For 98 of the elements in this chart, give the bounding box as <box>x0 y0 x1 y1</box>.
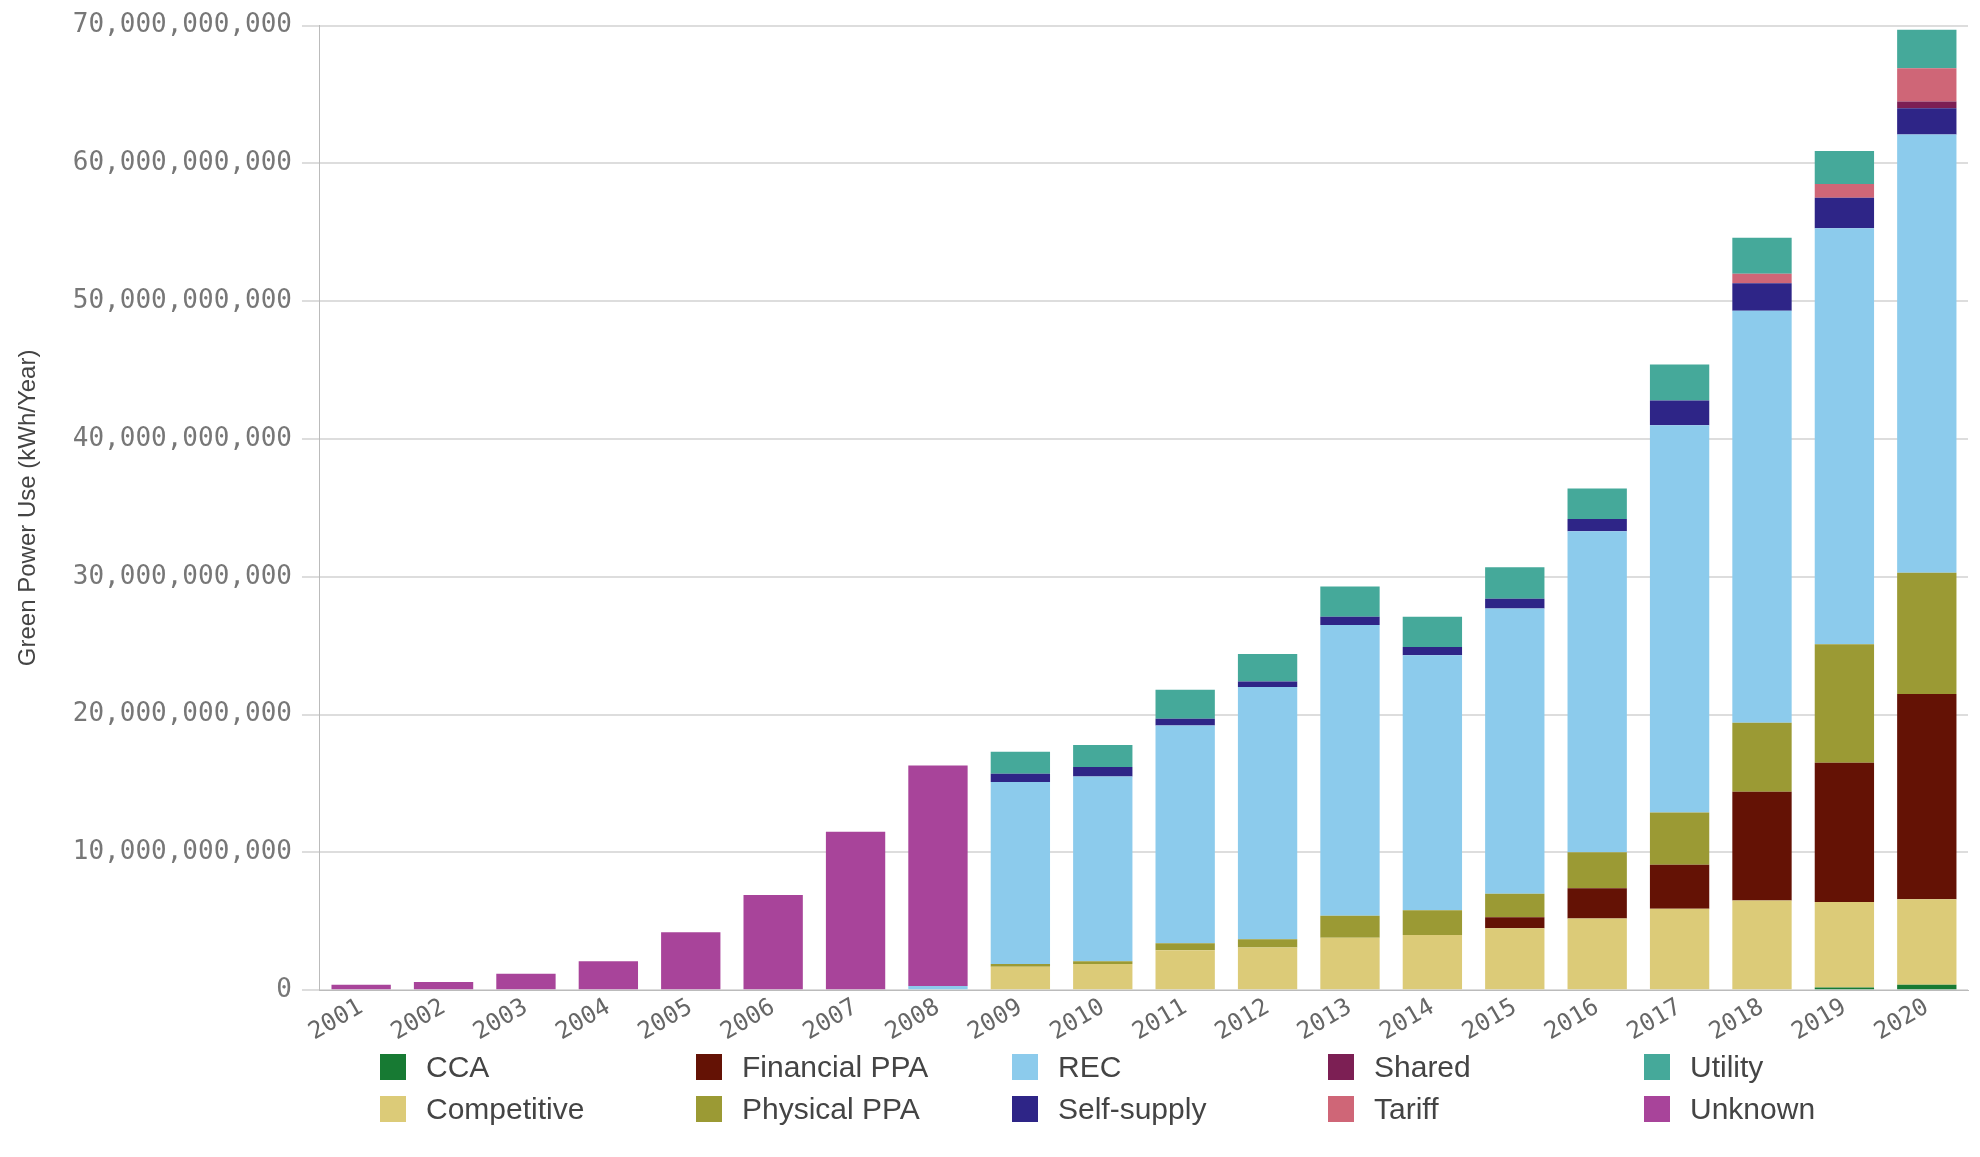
bar <box>1073 961 1133 964</box>
bar <box>1485 893 1545 918</box>
bar <box>1814 762 1875 902</box>
legend-label: Tariff <box>1374 1092 1439 1126</box>
bar <box>1897 68 1957 102</box>
bar <box>990 782 1051 964</box>
bar <box>1237 653 1298 682</box>
bar <box>1897 899 1957 985</box>
bar <box>1402 910 1463 936</box>
y-tick-label: 20,000,000,000 <box>72 697 292 728</box>
bar <box>1402 647 1463 656</box>
legend-label: REC <box>1058 1050 1122 1084</box>
legend-label: Physical PPA <box>742 1092 920 1126</box>
bar <box>1402 935 1463 990</box>
bar <box>990 966 1051 990</box>
bar <box>1732 900 1792 990</box>
bar <box>1155 943 1215 951</box>
bar <box>1897 693 1957 900</box>
bar <box>1732 722 1792 792</box>
bar <box>331 984 391 990</box>
bar <box>1485 608 1545 894</box>
bar <box>1732 310 1792 723</box>
bar <box>1897 29 1957 69</box>
y-tick-label: 40,000,000,000 <box>72 421 292 452</box>
bar <box>1567 488 1627 519</box>
bar <box>1897 572 1957 694</box>
bar <box>1649 425 1710 813</box>
y-tick-label: 50,000,000,000 <box>72 283 292 314</box>
bar <box>1485 567 1545 599</box>
bar <box>1649 864 1710 909</box>
bar <box>1402 655 1463 911</box>
y-tick-label: 10,000,000,000 <box>72 835 292 866</box>
y-tick-label: 60,000,000,000 <box>72 146 292 177</box>
bar <box>1567 888 1627 919</box>
bar <box>1073 766 1133 777</box>
bar <box>743 895 803 990</box>
bar <box>1649 812 1710 865</box>
bar <box>1155 689 1215 719</box>
legend-label: Competitive <box>426 1092 585 1126</box>
bar <box>908 986 968 990</box>
bar <box>825 831 886 990</box>
bar <box>1073 744 1133 767</box>
legend-label: Unknown <box>1690 1092 1816 1126</box>
bar <box>1073 963 1133 990</box>
bar <box>1814 228 1875 645</box>
bar <box>496 973 556 990</box>
bar <box>1320 586 1380 617</box>
bar <box>661 932 721 990</box>
bar <box>578 961 639 990</box>
bar <box>1814 197 1875 229</box>
y-axis-title: Green Power Use (kWh/Year) <box>13 349 41 667</box>
bar <box>1567 852 1627 889</box>
bar <box>1485 917 1545 929</box>
bar <box>908 765 968 987</box>
bar <box>1237 947 1298 990</box>
bar <box>413 981 474 990</box>
y-tick-label: 70,000,000,000 <box>72 8 292 39</box>
y-tick-label: 0 <box>276 972 292 1003</box>
bar <box>1402 616 1463 648</box>
legend-label: Utility <box>1690 1050 1764 1084</box>
legend-label: Shared <box>1374 1050 1471 1084</box>
bar <box>1732 283 1792 311</box>
bar <box>1649 908 1710 990</box>
bar <box>1732 237 1792 274</box>
bar <box>1485 928 1545 990</box>
bar <box>1155 950 1215 990</box>
bar <box>1485 598 1545 609</box>
bar <box>1073 776 1133 962</box>
y-tick-label: 30,000,000,000 <box>72 559 292 590</box>
bar <box>1814 150 1875 185</box>
bar <box>1237 939 1298 948</box>
bar <box>1814 901 1875 988</box>
bar <box>990 773 1051 783</box>
bar <box>1732 273 1792 284</box>
bar <box>1732 791 1792 901</box>
bar <box>1155 725 1215 944</box>
bar <box>1155 718 1215 726</box>
bar <box>1897 134 1957 573</box>
bar <box>1897 101 1957 109</box>
bar <box>1567 531 1627 853</box>
bar <box>1320 915 1380 938</box>
bar <box>1320 616 1380 626</box>
bar <box>1237 681 1298 688</box>
bar <box>1320 937 1380 990</box>
legend-label: Financial PPA <box>742 1050 929 1084</box>
bar <box>1567 518 1627 532</box>
bar <box>1814 644 1875 763</box>
bar <box>990 751 1051 774</box>
legend-label: CCA <box>426 1050 490 1084</box>
bar <box>1567 918 1627 990</box>
bar <box>1320 625 1380 916</box>
bar <box>1237 687 1298 940</box>
bar <box>990 963 1051 967</box>
bar <box>1897 108 1957 135</box>
bar <box>1649 400 1710 426</box>
bar <box>1649 364 1710 401</box>
bar <box>1814 184 1875 198</box>
legend-label: Self-supply <box>1058 1092 1207 1126</box>
